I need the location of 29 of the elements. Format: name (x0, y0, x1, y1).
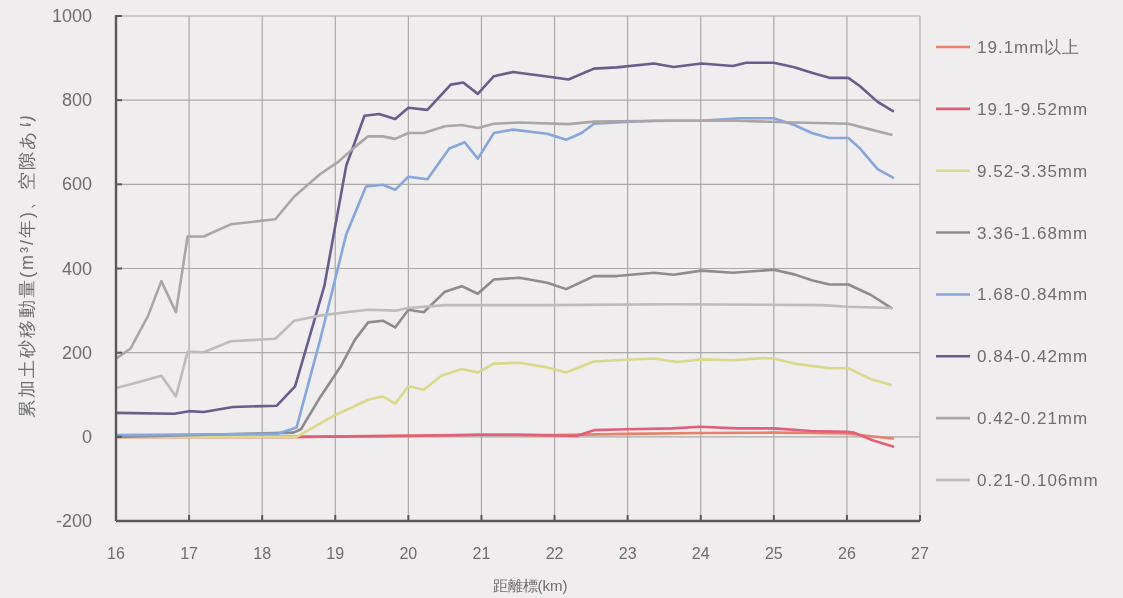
x-tick-label: 26 (838, 545, 856, 562)
x-tick-label: 27 (911, 545, 929, 562)
y-tick-label: 200 (61, 342, 92, 363)
x-tick-label: 18 (253, 545, 272, 562)
y-tick-label: 600 (61, 174, 92, 195)
y-tick-label: 1000 (51, 6, 92, 26)
x-axis-title: 距離標(km) (492, 577, 568, 594)
y-tick-label: 400 (61, 258, 92, 279)
x-tick-label: 24 (691, 545, 710, 562)
x-tick-label: 21 (472, 545, 491, 562)
x-tick-label: 16 (107, 545, 125, 562)
legend-label: 0.42-0.21mm (977, 409, 1089, 429)
legend-label: 3.36-1.68mm (977, 223, 1089, 243)
legend-label: 19.1-9.52mm (977, 99, 1089, 119)
x-tick-label: 17 (180, 545, 199, 562)
x-tick-label: 20 (399, 545, 418, 562)
legend-label: 9.52-3.35mm (977, 161, 1089, 181)
x-tick-label: 25 (764, 545, 783, 562)
x-tick-label: 23 (618, 545, 637, 562)
legend-label: 0.84-0.42mm (977, 347, 1089, 367)
y-tick-label: 0 (81, 426, 92, 447)
legend-label: 0.21-0.106mm (977, 471, 1099, 490)
legend-label: 19.1mm以上 (977, 38, 1081, 57)
legend-label: 1.68-0.84mm (977, 285, 1089, 305)
x-tick-label: 19 (326, 545, 345, 562)
y-tick-label: -200 (55, 511, 92, 531)
y-axis-title: 累加土砂移動量(m³/年)、空隙あり (17, 110, 37, 418)
y-tick-label: 800 (61, 90, 92, 111)
x-tick-label: 22 (545, 545, 564, 562)
